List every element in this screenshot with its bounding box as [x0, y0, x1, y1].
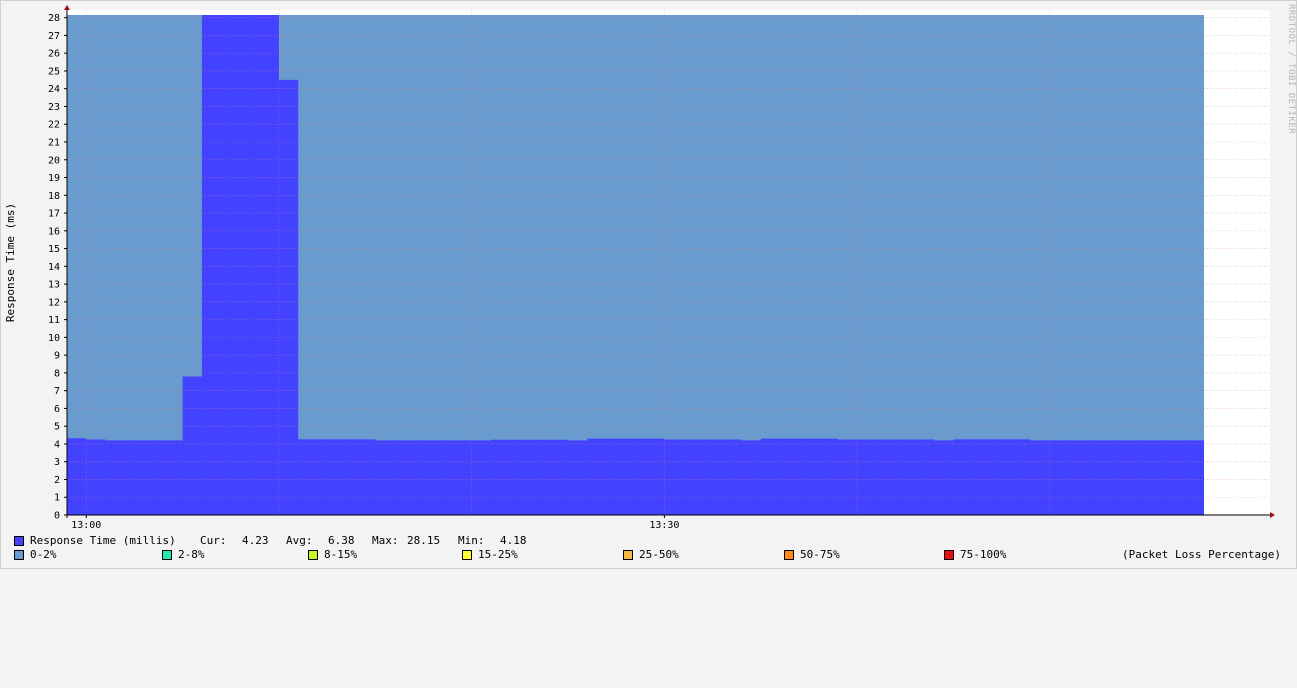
packet-loss-note: (Packet Loss Percentage)	[1122, 548, 1281, 561]
y-tick-label-27: 27	[48, 31, 60, 42]
y-tick-label-9: 9	[54, 351, 60, 362]
loss-swatch-1	[162, 550, 172, 560]
loss-label-6: 75-100%	[960, 548, 1007, 561]
loss-label-1: 2-8%	[178, 548, 205, 561]
stats-row: Response Time (millis) Cur: 4.23 Avg: 6.…	[0, 534, 1297, 548]
x-tick-label-13:00: 13:00	[71, 520, 101, 531]
cur-label: Cur:	[200, 534, 227, 547]
packet-loss-legend: (Packet Loss Percentage) 0-2% 2-8% 8-15% 15…	[0, 548, 1297, 562]
y-tick-label-17: 17	[48, 209, 60, 220]
cur-value: 4.23	[242, 534, 269, 547]
y-tick-label-24: 24	[48, 84, 60, 95]
y-tick-label-5: 5	[54, 422, 60, 433]
y-tick-label-19: 19	[48, 173, 60, 184]
loss-label-3: 15-25%	[478, 548, 518, 561]
y-tick-label-8: 8	[54, 368, 60, 379]
loss-label-4: 25-50%	[639, 548, 679, 561]
loss-swatch-2	[308, 550, 318, 560]
loss-swatch-3	[462, 550, 472, 560]
y-tick-label-25: 25	[48, 66, 60, 77]
y-tick-label-13: 13	[48, 280, 60, 291]
y-axis-label: Response Time (ms)	[4, 203, 17, 322]
y-tick-label-1: 1	[54, 493, 60, 504]
y-tick-label-20: 20	[48, 155, 60, 166]
loss-swatch-4	[623, 550, 633, 560]
response-time-area	[67, 15, 1204, 515]
avg-value: 6.38	[328, 534, 355, 547]
y-tick-label-26: 26	[48, 49, 60, 60]
y-tick-label-12: 12	[48, 297, 60, 308]
y-tick-label-14: 14	[48, 262, 60, 273]
avg-label: Avg:	[286, 534, 313, 547]
min-value: 4.18	[500, 534, 527, 547]
series-label: Response Time (millis)	[30, 534, 176, 547]
y-tick-label-4: 4	[54, 439, 60, 450]
series-swatch	[14, 536, 24, 546]
y-tick-label-6: 6	[54, 404, 60, 415]
loss-label-5: 50-75%	[800, 548, 840, 561]
max-label: Max:	[372, 534, 399, 547]
y-tick-label-22: 22	[48, 120, 60, 131]
loss-swatch-0	[14, 550, 24, 560]
y-tick-label-2: 2	[54, 475, 60, 486]
y-tick-label-11: 11	[48, 315, 60, 326]
loss-swatch-6	[944, 550, 954, 560]
y-tick-label-10: 10	[48, 333, 60, 344]
loss-label-0: 0-2%	[30, 548, 57, 561]
loss-swatch-5	[784, 550, 794, 560]
x-axis-arrow	[1270, 512, 1275, 518]
y-tick-label-18: 18	[48, 191, 60, 202]
y-tick-label-15: 15	[48, 244, 60, 255]
y-axis-arrow	[64, 5, 70, 10]
y-tick-label-23: 23	[48, 102, 60, 113]
y-tick-label-7: 7	[54, 386, 60, 397]
rrdtool-watermark: RRDTOOL / TOBI OETIKER	[1286, 4, 1296, 135]
max-value: 28.15	[407, 534, 441, 547]
y-tick-label-3: 3	[54, 457, 60, 468]
y-tick-label-0: 0	[54, 511, 60, 522]
loss-label-2: 8-15%	[324, 548, 358, 561]
response-time-chart: 0123456789101112131415161718192021222324…	[4, 5, 1275, 531]
x-tick-label-13:30: 13:30	[649, 520, 679, 531]
y-tick-label-16: 16	[48, 226, 60, 237]
y-tick-label-21: 21	[48, 137, 60, 148]
y-tick-label-28: 28	[48, 13, 60, 24]
min-label: Min:	[458, 534, 485, 547]
